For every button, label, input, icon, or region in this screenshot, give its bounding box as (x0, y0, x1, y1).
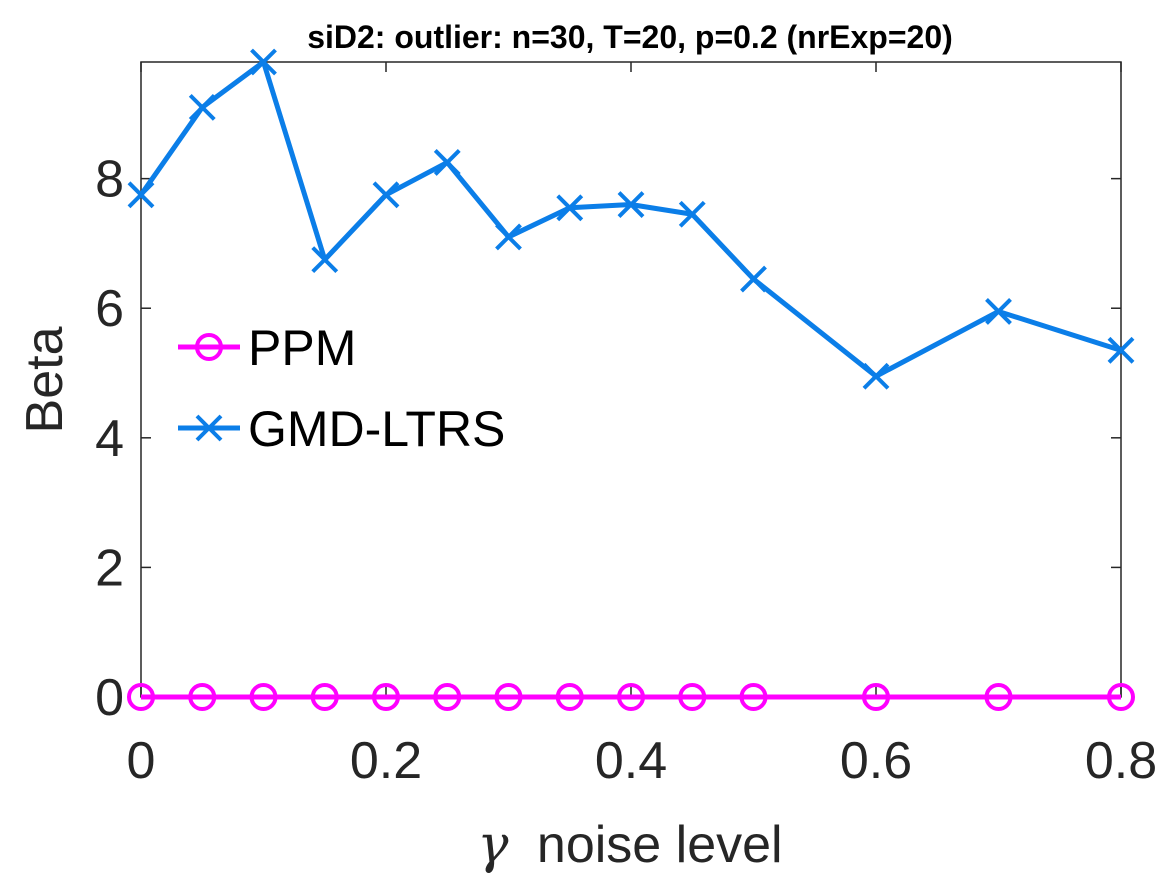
x-tick-label: 0.6 (840, 732, 912, 790)
y-axis-label: Beta (16, 326, 74, 433)
data-point-ppm (555, 683, 584, 711)
legend-swatch-marker (195, 333, 223, 361)
data-point-gmd-ltrs (862, 362, 890, 390)
data-point-ppm (188, 683, 217, 711)
legend-label: PPM (248, 320, 356, 376)
chart-title: siD2: outlier: n=30, T=20, p=0.2 (nrExp=… (307, 19, 953, 55)
axes: 0 0.2 0.4 0.6 0.8 0 2 4 6 8 (95, 61, 1157, 790)
data-point-gmd-ltrs (250, 48, 277, 76)
data-point-ppm (678, 683, 707, 711)
data-point-gmd-ltrs (617, 191, 645, 218)
legend-entry-ppm: PPM (178, 320, 356, 376)
x-axis-label: γ noise level (477, 815, 782, 875)
y-tick-label: 8 (95, 151, 124, 209)
y-tick-label: 0 (95, 669, 124, 727)
data-point-gmd-ltrs (495, 223, 522, 251)
data-point-gmd-ltrs (985, 298, 1012, 325)
x-axis-label-text: noise level (537, 816, 783, 874)
plot-area-frame (140, 61, 1122, 698)
data-point-ppm (127, 683, 155, 711)
series-line-gmd-ltrs (138, 59, 1122, 379)
data-point-gmd-ltrs (311, 246, 339, 274)
data-point-gmd-ltrs (740, 265, 767, 293)
series-layer (127, 48, 1135, 711)
data-point-ppm (372, 683, 400, 711)
data-point-ppm (310, 683, 339, 711)
data-point-gmd-ltrs (1107, 336, 1135, 364)
data-point-gmd-ltrs (678, 200, 706, 228)
data-point-ppm (249, 683, 278, 711)
x-axis-label-symbol: γ (477, 815, 509, 875)
x-tick-label: 0.8 (1085, 732, 1157, 790)
data-point-ppm (984, 683, 1013, 711)
data-point-gmd-ltrs (556, 194, 584, 222)
legend-label: GMD-LTRS (248, 401, 505, 457)
y-tick-label: 4 (95, 410, 124, 468)
data-point-ppm (1107, 683, 1135, 711)
legend-entry-gmd-ltrs: GMD-LTRS (178, 401, 505, 457)
data-point-gmd-ltrs (188, 93, 216, 121)
legend: PPM GMD-LTRS (178, 320, 505, 457)
data-point-ppm (862, 683, 890, 711)
y-tick-label: 6 (95, 280, 124, 338)
data-point-gmd-ltrs (433, 149, 461, 176)
data-point-ppm (617, 683, 645, 711)
data-point-ppm (739, 683, 768, 711)
data-point-ppm (433, 683, 462, 711)
x-tick-label: 0 (127, 732, 156, 790)
data-point-gmd-ltrs (372, 181, 400, 209)
data-point-ppm (494, 683, 523, 711)
series-ppm (127, 683, 1135, 711)
series-gmd-ltrs (127, 48, 1135, 390)
legend-swatch-marker (195, 414, 223, 442)
x-tick-label: 0.4 (595, 732, 667, 790)
y-tick-label: 2 (95, 539, 124, 597)
data-point-gmd-ltrs (127, 181, 155, 209)
x-tick-label: 0.2 (350, 732, 422, 790)
